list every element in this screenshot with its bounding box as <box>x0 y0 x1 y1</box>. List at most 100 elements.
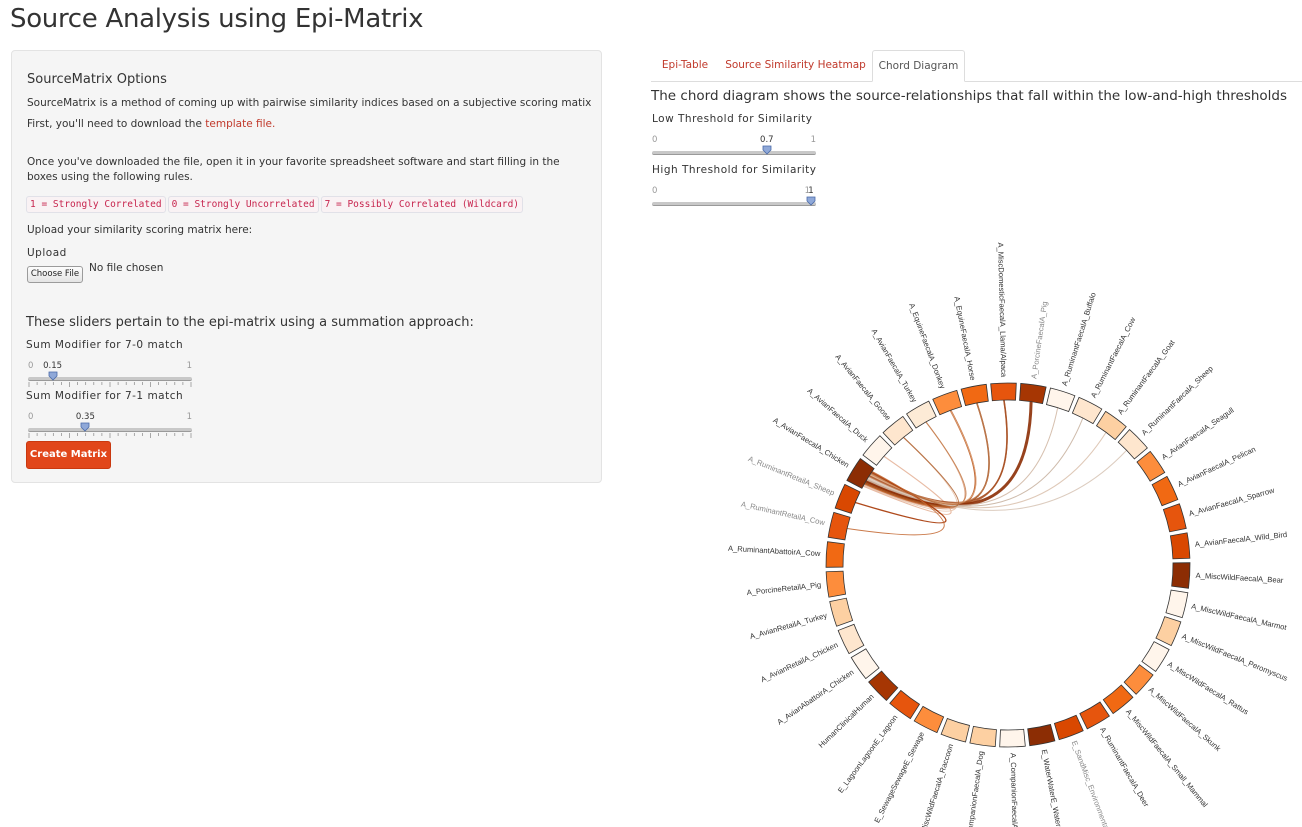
slider-min: 0 <box>28 361 34 371</box>
chord-group-label: A_CompanionFaecalA_Cat <box>1009 753 1020 827</box>
slider-track[interactable] <box>652 151 816 155</box>
file-status: No file chosen <box>89 262 164 274</box>
slider-max: 1 <box>186 412 192 422</box>
low-threshold-slider[interactable]: 0 1 0.7 <box>652 135 816 169</box>
chord-group-arc[interactable] <box>825 541 845 568</box>
slider-track[interactable] <box>28 377 192 381</box>
chord-group-arc[interactable] <box>1141 641 1170 672</box>
slider-7-1-label: Sum Modifier for 7-1 match <box>26 390 184 402</box>
chord-group-arc[interactable] <box>829 597 854 627</box>
chord-group-arc[interactable] <box>913 705 945 734</box>
chord-group-label: A_PorcineRetailA_Pig <box>746 580 821 597</box>
low-threshold-label: Low Threshold for Similarity <box>652 113 813 125</box>
chord-group-arc[interactable] <box>1117 428 1148 460</box>
chord-group-label: A_AvianFaecalA_Wild_Bird <box>1194 530 1287 549</box>
slider-track[interactable] <box>28 428 192 432</box>
choose-file-button[interactable]: Choose File <box>27 266 83 283</box>
chord-group-label: A_RuminantFaecalA_Cow <box>1089 315 1138 399</box>
chord-group-arc[interactable] <box>1123 664 1154 695</box>
slider-handle[interactable] <box>806 196 816 206</box>
chord-group-label: A_CompanionFaecalA_Dog <box>964 750 986 827</box>
chord-group-arc[interactable] <box>825 570 847 598</box>
slider-ticks <box>28 382 192 387</box>
chord-group-arc[interactable] <box>850 648 880 680</box>
chord-link[interactable] <box>862 455 952 515</box>
tab-epi-table[interactable]: Epi-Table <box>661 59 709 71</box>
chord-group-arc[interactable] <box>1046 387 1076 413</box>
chord-group-arc[interactable] <box>846 458 875 489</box>
chord-group-label: A_MiscDomesticFaecalA_Llama/Alpaca <box>996 242 1008 378</box>
chord-group-arc[interactable] <box>882 415 914 446</box>
slider-max: 1 <box>810 135 816 145</box>
chord-group-arc[interactable] <box>1019 383 1047 405</box>
chord-group-arc[interactable] <box>1095 410 1127 441</box>
slider-handle[interactable] <box>762 145 772 155</box>
rule-code: 7 = Possibly Correlated (Wildcard) <box>320 196 524 213</box>
rule-code: 0 = Strongly Uncorrelated <box>167 196 319 213</box>
slider-7-1[interactable]: 0 1 0.35 <box>28 412 192 446</box>
chord-group-arc[interactable] <box>1102 684 1134 715</box>
slider-track[interactable] <box>652 202 816 206</box>
chord-group-arc[interactable] <box>1151 475 1179 507</box>
slider-ticks <box>28 433 192 438</box>
chord-group-arc[interactable] <box>834 483 861 514</box>
chord-group-label: E_WaterWaterE_Water <box>1040 749 1064 827</box>
chord-group-label: A_AvianFaecalA_Goose <box>833 352 892 422</box>
chord-link[interactable] <box>866 407 1059 506</box>
slider-max: 1 <box>804 186 810 196</box>
slider-7-0-label: Sum Modifier for 7-0 match <box>26 339 184 351</box>
chord-group-arc[interactable] <box>1155 616 1182 647</box>
rule-code: 1 = Strongly Correlated <box>26 196 166 213</box>
chord-group-arc[interactable] <box>1027 723 1056 747</box>
chord-group-arc[interactable] <box>1071 396 1103 425</box>
chord-link[interactable] <box>847 471 945 536</box>
chord-group-arc[interactable] <box>1169 532 1191 560</box>
slider-handle[interactable] <box>48 371 58 381</box>
slider-handle[interactable] <box>80 422 90 432</box>
chord-group-arc[interactable] <box>1171 562 1191 589</box>
chord-group-arc[interactable] <box>969 725 997 747</box>
template-file-link[interactable]: template file. <box>205 118 276 130</box>
rules-list: 1 = Strongly Correlated 0 = Strongly Unco… <box>26 192 525 213</box>
chord-group-arc[interactable] <box>889 689 921 720</box>
chord-group-arc[interactable] <box>990 382 1017 402</box>
chord-group-arc[interactable] <box>1079 701 1111 730</box>
chord-group-arc[interactable] <box>837 623 865 655</box>
slider-value: 0.7 <box>760 135 774 145</box>
slider-max: 1 <box>186 361 192 371</box>
chord-group-arc[interactable] <box>932 389 963 416</box>
sliders-heading: These sliders pertain to the epi-matrix … <box>26 315 474 330</box>
chord-group-arc[interactable] <box>1053 714 1084 741</box>
chord-group-label: A_MiscWildFaecalA_Marmot <box>1190 602 1288 633</box>
chord-group-arc[interactable] <box>999 728 1026 748</box>
chord-group-arc[interactable] <box>940 717 970 743</box>
slider-value: 0.35 <box>75 412 95 422</box>
create-matrix-button[interactable]: Create Matrix <box>26 441 111 469</box>
chord-link[interactable] <box>868 402 990 504</box>
chord-group-arc[interactable] <box>868 670 899 702</box>
chord-group-arc[interactable] <box>862 435 893 466</box>
chord-group-label: A_RuminantFaecalA_Deer <box>1098 726 1151 809</box>
chord-group-label: A_AvianFaecalA_Sparrow <box>1188 486 1276 519</box>
chord-group-label: A_AvianFaecalA_Chicken <box>771 416 850 470</box>
chord-link[interactable] <box>865 401 1033 507</box>
chord-group-label: A_RuminantRetailA_Cow <box>740 500 826 528</box>
slider-7-0[interactable]: 0 1 0.15 <box>28 361 192 395</box>
chord-group-label: E_SewageSewageE_Sewage <box>872 730 926 824</box>
chord-group-arc[interactable] <box>827 511 851 541</box>
tab-chord-diagram[interactable]: Chord Diagram <box>872 50 965 82</box>
slider-min: 0 <box>652 186 658 196</box>
tab-bar: Epi-Table Source Similarity Heatmap Chor… <box>651 50 1302 82</box>
tab-source-similarity-heatmap[interactable]: Source Similarity Heatmap <box>725 59 866 71</box>
chord-link[interactable] <box>866 417 1084 507</box>
chord-group-arc[interactable] <box>1162 503 1187 533</box>
high-threshold-slider[interactable]: 0 1 1 <box>652 186 816 220</box>
high-threshold-label: High Threshold for Similarity <box>652 164 817 176</box>
chord-group-label: A_MiscWildFaecalA_Raccoon <box>916 743 955 827</box>
chord-group-arc[interactable] <box>905 400 937 429</box>
options-panel: SourceMatrix Options SourceMatrix is a m… <box>11 50 602 483</box>
chord-group-label: A_EquineFaecalA_Donkey <box>907 302 947 390</box>
chord-group-arc[interactable] <box>1165 589 1189 619</box>
chord-group-arc[interactable] <box>1136 450 1166 482</box>
chord-group-arc[interactable] <box>960 383 989 407</box>
